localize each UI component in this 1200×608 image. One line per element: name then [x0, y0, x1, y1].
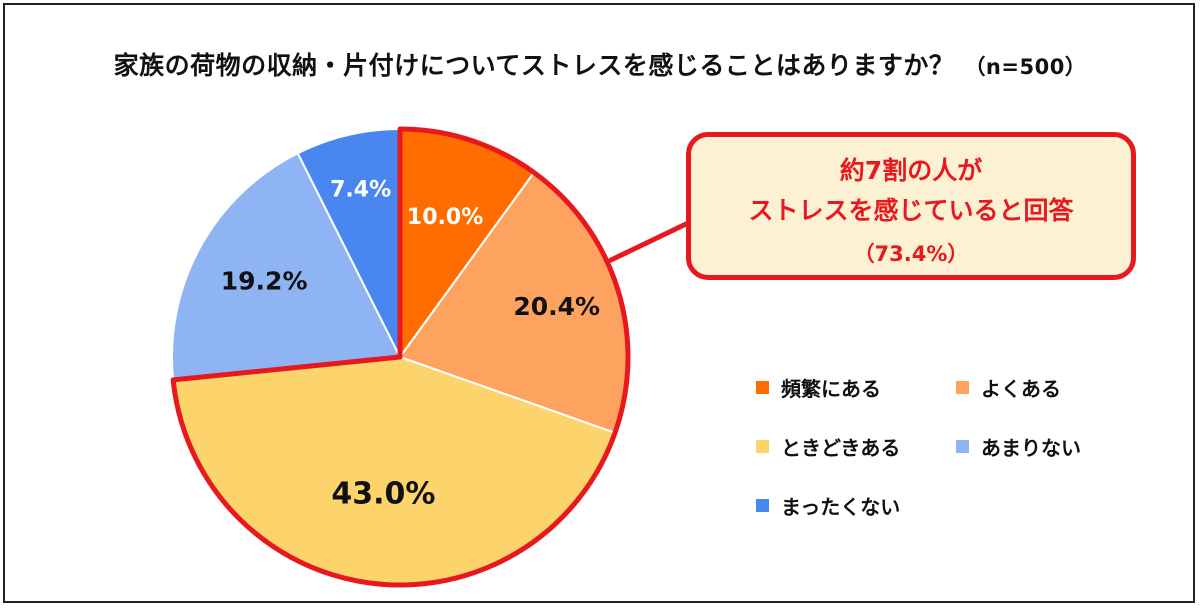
legend-item-never: まったくない — [756, 492, 901, 519]
callout-connector — [608, 221, 689, 263]
legend-swatch-often — [956, 380, 969, 394]
pie-label-never: 7.4% — [330, 178, 391, 203]
callout-line1: 約7割の人が — [839, 156, 983, 185]
pie-label-rarely: 19.2% — [221, 266, 308, 295]
pie-label-often: 20.4% — [513, 292, 600, 321]
pie-labels: 10.0% 20.4% 43.0% 19.2% 7.4% — [221, 178, 600, 512]
legend-label-frequent: 頻繁にある — [781, 376, 881, 401]
pie-label-frequent: 10.0% — [407, 205, 483, 230]
legend-swatch-never — [756, 498, 769, 512]
legend-item-sometimes: ときどきある — [756, 433, 901, 460]
pie-slice-rarely — [171, 151, 402, 381]
legend-label-never: まったくない — [781, 494, 901, 519]
legend-label-rarely: あまりない — [981, 435, 1081, 460]
legend-item-rarely: あまりない — [956, 433, 1081, 460]
chart-title: 家族の荷物の収納・片付けについてストレスを感じることはありますか？ （n=500） — [0, 46, 1200, 82]
legend-item-often: よくある — [956, 374, 1061, 401]
legend-label-often: よくある — [981, 376, 1061, 401]
title-text: 家族の荷物の収納・片付けについてストレスを感じることはありますか？ — [113, 51, 955, 80]
callout-line3: （73.4%） — [853, 242, 969, 266]
callout-box: 約7割の人が ストレスを感じていると回答 （73.4%） — [686, 132, 1136, 280]
pie-label-sometimes: 43.0% — [331, 477, 435, 512]
legend-swatch-sometimes — [756, 439, 769, 453]
legend-swatch-rarely — [956, 439, 969, 453]
legend-swatch-frequent — [756, 380, 769, 394]
highlight-outline — [170, 126, 631, 588]
callout-line2: ストレスを感じていると回答 — [748, 196, 1074, 225]
legend-label-sometimes: ときどきある — [781, 435, 901, 460]
legend-item-frequent: 頻繁にある — [756, 374, 881, 401]
sample-size: （n=500） — [964, 55, 1087, 79]
